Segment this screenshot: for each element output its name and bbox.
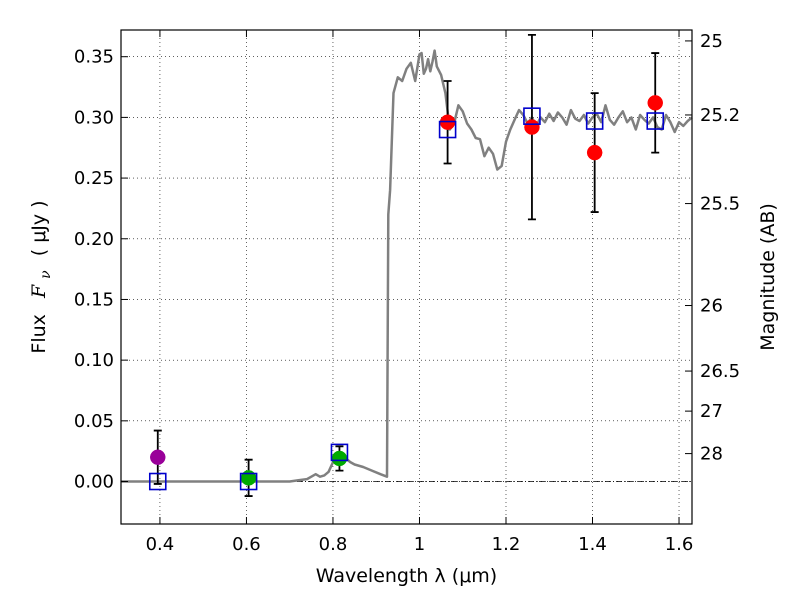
plot-frame — [120, 29, 693, 525]
y-axis-title: Flux F ν ( μJy ) — [28, 200, 55, 353]
data-point — [331, 450, 348, 467]
marker-group — [148, 95, 665, 491]
y-axis-title-subscript: ν — [38, 270, 54, 279]
grid — [121, 30, 692, 524]
x-tick-label: 0.6 — [232, 534, 261, 555]
data-point — [586, 144, 603, 161]
y2-tick-label: 25.2 — [700, 105, 740, 126]
y-tick-label: 0.35 — [74, 47, 114, 68]
y-axis-title-word: Flux — [28, 314, 50, 354]
y2-tick-label: 26 — [700, 296, 723, 317]
y-tick-label: 0.00 — [74, 472, 114, 493]
y2-tick-label: 25.5 — [700, 194, 740, 215]
y-tick-label: 0.30 — [74, 107, 114, 128]
y2-tick-label: 28 — [700, 444, 723, 465]
x-tick-label: 1.4 — [578, 534, 607, 555]
model-point — [523, 107, 541, 125]
y-axis-title-units: ( μJy ) — [28, 200, 50, 256]
y-tick-label: 0.25 — [74, 168, 114, 189]
model-point — [239, 472, 258, 491]
y-tick-label: 0.15 — [74, 289, 114, 310]
tick-group: 0.4 0.6 0.8 1 1.2 1.4 1.6 0.00 0.05 0.10 0.15 0.20 0… — [74, 30, 740, 555]
data-point — [240, 470, 257, 486]
data-point — [150, 449, 166, 465]
y2-axis-title: Magnitude (AB) — [757, 203, 779, 351]
model-point — [438, 120, 457, 139]
y-axis-title-text: Flux F ν ( μJy ) — [28, 200, 55, 353]
x-axis-title: Wavelength λ (μm) — [316, 565, 497, 587]
model-point — [646, 112, 665, 130]
data-point — [524, 119, 540, 135]
x-tick-label: 1.2 — [492, 534, 521, 555]
y-tick-label: 0.10 — [74, 350, 114, 371]
spectrum-line — [121, 49, 693, 483]
x-tick-label: 0.4 — [146, 534, 175, 555]
model-point — [330, 443, 349, 462]
y2-tick-label: 25 — [700, 31, 723, 52]
x-tick-label: 1 — [414, 534, 425, 555]
y-axis-title-symbol: F — [28, 284, 50, 299]
data-point — [647, 95, 663, 111]
errorbar-group — [153, 33, 660, 497]
spectrum-group — [121, 49, 693, 483]
y-tick-label: 0.05 — [74, 411, 114, 432]
x-tick-label: 0.8 — [319, 534, 348, 555]
model-point — [585, 112, 604, 130]
x-tick-label: 1.6 — [665, 534, 694, 555]
y2-tick-label: 26.5 — [700, 361, 740, 382]
y-tick-label: 0.20 — [74, 229, 114, 250]
model-point — [148, 472, 167, 491]
y2-tick-label: 27 — [700, 401, 723, 422]
